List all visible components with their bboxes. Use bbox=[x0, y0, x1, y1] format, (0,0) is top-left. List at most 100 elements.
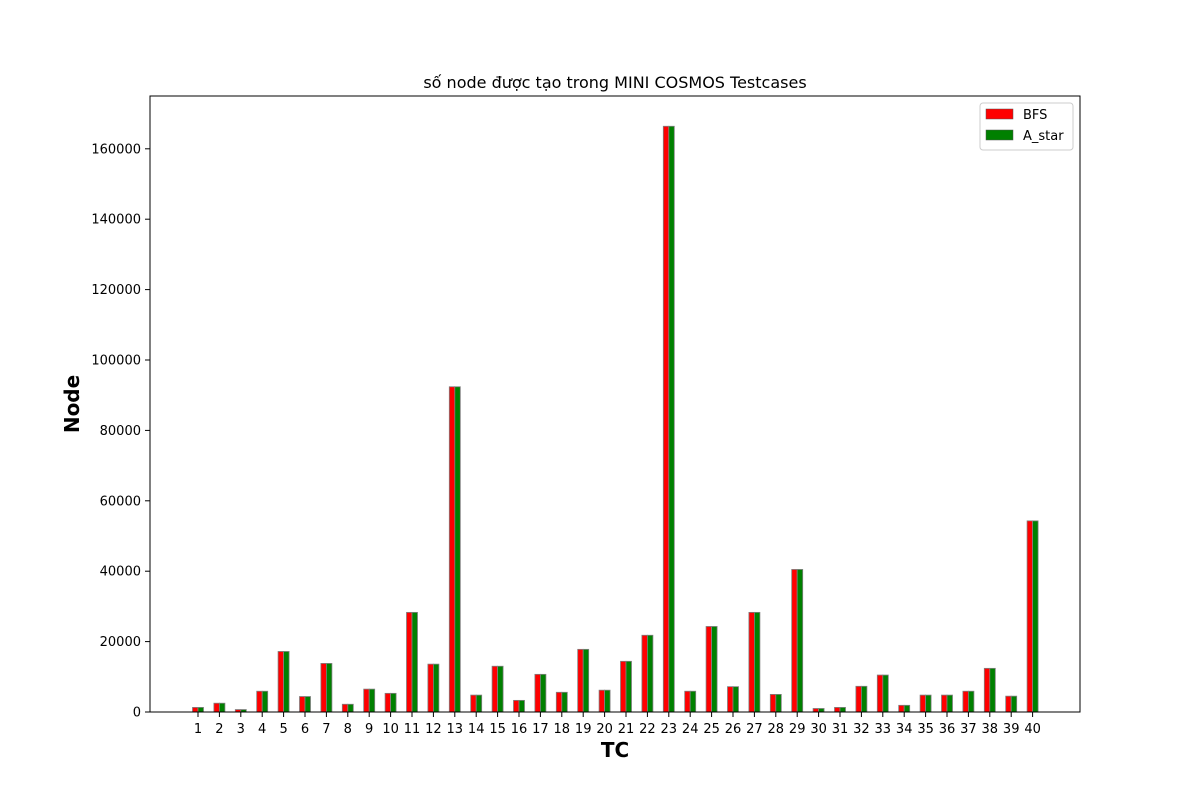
x-tick-label: 12 bbox=[425, 722, 442, 737]
x-tick-label: 17 bbox=[532, 722, 549, 737]
bar-bfs-tc-28 bbox=[769, 694, 777, 713]
bar-a-star-tc-28 bbox=[775, 694, 782, 713]
bar-a-star-tc-34 bbox=[903, 704, 911, 713]
x-tick-label: 20 bbox=[596, 722, 613, 737]
bar-bfs-tc-30 bbox=[812, 708, 819, 713]
bars-group bbox=[192, 125, 1039, 713]
x-tick-label: 38 bbox=[982, 722, 999, 737]
bar-a-star-tc-21 bbox=[625, 660, 632, 713]
plot-area-frame bbox=[149, 95, 1081, 713]
bar-bfs-tc-5 bbox=[277, 651, 285, 713]
bar-a-star-tc-14 bbox=[475, 694, 483, 713]
bar-a-star-tc-38 bbox=[989, 667, 996, 713]
bar-bfs-tc-1 bbox=[192, 707, 199, 713]
legend: BFS A_star bbox=[979, 102, 1074, 151]
x-axis: 1 2 3 4 5 6 7 8 9 10 11 12 13 14 15 16 17 18 19 20 21 22 23 24 2… bbox=[194, 712, 1041, 737]
x-tick-label: 16 bbox=[511, 722, 528, 737]
y-tick-label: 140000 bbox=[91, 213, 141, 228]
bar-bfs-tc-17 bbox=[534, 673, 541, 713]
bar-a-star-tc-10 bbox=[390, 692, 397, 713]
x-tick-label: 39 bbox=[1003, 722, 1020, 737]
bar-bfs-tc-11 bbox=[406, 611, 413, 713]
bar-bfs-tc-23 bbox=[662, 125, 670, 713]
bar-bfs-tc-10 bbox=[384, 692, 392, 713]
x-tick-label: 24 bbox=[682, 722, 699, 737]
bar-a-star-tc-36 bbox=[946, 694, 953, 713]
bar-a-star-tc-31 bbox=[839, 707, 846, 713]
x-tick-label: 22 bbox=[639, 722, 656, 737]
x-tick-label: 14 bbox=[468, 722, 485, 737]
x-tick-label: 13 bbox=[447, 722, 464, 737]
x-tick-label: 30 bbox=[810, 722, 827, 737]
bar-a-star-tc-11 bbox=[411, 611, 418, 713]
bar-a-star-tc-26 bbox=[732, 686, 739, 713]
x-tick-label: 26 bbox=[725, 722, 742, 737]
bar-bfs-tc-37 bbox=[962, 690, 969, 713]
bar-bfs-tc-4 bbox=[256, 690, 263, 713]
x-tick-label: 27 bbox=[746, 722, 763, 737]
x-axis-label: TC bbox=[601, 738, 629, 762]
x-tick-label: 19 bbox=[575, 722, 592, 737]
bar-a-star-tc-20 bbox=[604, 689, 611, 713]
x-tick-label: 2 bbox=[215, 722, 223, 737]
x-tick-label: 31 bbox=[832, 722, 849, 737]
bar-bfs-tc-32 bbox=[855, 685, 862, 713]
x-tick-label: 1 bbox=[194, 722, 202, 737]
bar-bfs-tc-18 bbox=[555, 691, 563, 713]
bar-a-star-tc-29 bbox=[796, 569, 804, 713]
x-tick-label: 33 bbox=[875, 722, 892, 737]
x-tick-label: 29 bbox=[789, 722, 806, 737]
bar-a-star-tc-30 bbox=[818, 708, 825, 713]
bar-bfs-tc-25 bbox=[705, 626, 712, 713]
bar-bfs-tc-15 bbox=[491, 665, 499, 713]
x-tick-label: 35 bbox=[917, 722, 934, 737]
bar-a-star-tc-37 bbox=[968, 690, 975, 713]
bar-a-star-tc-13 bbox=[454, 386, 461, 713]
y-tick-label: 160000 bbox=[91, 142, 141, 157]
x-tick-label: 4 bbox=[258, 722, 266, 737]
y-tick-label: 0 bbox=[133, 706, 141, 721]
bar-bfs-tc-31 bbox=[834, 707, 841, 713]
bar-a-star-tc-33 bbox=[882, 674, 889, 713]
bar-a-star-tc-18 bbox=[561, 691, 568, 713]
bar-bfs-tc-19 bbox=[577, 648, 584, 713]
y-axis: 0 20000 40000 60000 80000 100000 120000 140000 1… bbox=[91, 142, 150, 721]
bar-a-star-tc-32 bbox=[861, 685, 868, 713]
bar-a-star-tc-2 bbox=[218, 702, 226, 713]
bar-bfs-tc-24 bbox=[684, 690, 691, 713]
x-tick-label: 36 bbox=[939, 722, 956, 737]
bar-bfs-tc-13 bbox=[448, 386, 456, 713]
y-tick-label: 80000 bbox=[100, 424, 141, 439]
bar-bfs-tc-40 bbox=[1026, 520, 1033, 713]
bar-a-star-tc-4 bbox=[261, 690, 269, 713]
x-tick-label: 21 bbox=[618, 722, 635, 737]
x-tick-label: 10 bbox=[382, 722, 399, 737]
legend-label-a-star: A_star bbox=[1023, 129, 1064, 144]
x-tick-label: 37 bbox=[960, 722, 977, 737]
bar-a-star-tc-5 bbox=[283, 651, 290, 713]
x-tick-label: 28 bbox=[768, 722, 785, 737]
legend-label-bfs: BFS bbox=[1023, 108, 1047, 123]
x-tick-label: 23 bbox=[661, 722, 678, 737]
bar-bfs-tc-20 bbox=[598, 689, 605, 713]
bar-a-star-tc-24 bbox=[689, 690, 697, 713]
bar-a-star-tc-23 bbox=[668, 125, 675, 713]
legend-swatch-bfs bbox=[985, 108, 1014, 120]
bar-a-star-tc-39 bbox=[1010, 695, 1018, 713]
bar-a-star-tc-15 bbox=[497, 665, 504, 713]
y-tick-label: 20000 bbox=[100, 635, 141, 650]
bar-a-star-tc-17 bbox=[540, 673, 547, 713]
bar-a-star-tc-22 bbox=[647, 634, 654, 713]
bar-bfs-tc-12 bbox=[427, 663, 434, 713]
x-tick-label: 32 bbox=[853, 722, 870, 737]
bar-bfs-tc-26 bbox=[727, 686, 734, 713]
x-tick-label: 18 bbox=[554, 722, 571, 737]
bar-a-star-tc-1 bbox=[197, 707, 204, 713]
x-tick-label: 40 bbox=[1024, 722, 1041, 737]
x-tick-label: 8 bbox=[344, 722, 352, 737]
bar-bfs-tc-2 bbox=[213, 702, 220, 713]
bar-bfs-tc-16 bbox=[513, 699, 520, 713]
x-tick-label: 6 bbox=[301, 722, 309, 737]
bar-a-star-tc-7 bbox=[325, 663, 333, 713]
